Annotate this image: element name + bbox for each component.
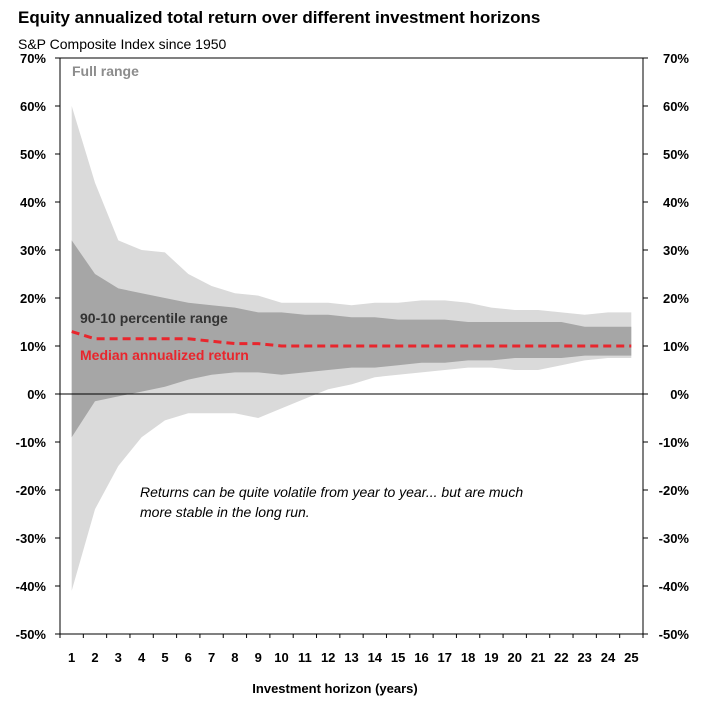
annotation-line-2: more stable in the long run. [140, 504, 310, 520]
x-tick-label: 24 [601, 650, 616, 665]
y-tick-label-left: 10% [20, 339, 46, 354]
x-tick-label: 3 [115, 650, 122, 665]
y-tick-label-right: -10% [659, 435, 690, 450]
x-tick-label: 21 [531, 650, 545, 665]
x-tick-label: 7 [208, 650, 215, 665]
y-tick-label-right: 40% [663, 195, 689, 210]
y-tick-label-right: 0% [670, 387, 689, 402]
y-tick-label-left: -30% [16, 531, 47, 546]
x-tick-label: 14 [368, 650, 383, 665]
y-tick-label-left: -20% [16, 483, 47, 498]
y-tick-label-right: 10% [663, 339, 689, 354]
percentile-range-band [71, 240, 632, 438]
y-tick-label-right: 30% [663, 243, 689, 258]
x-tick-label: 15 [391, 650, 405, 665]
y-tick-label-left: -50% [16, 627, 47, 642]
y-tick-label-right: 20% [663, 291, 689, 306]
y-tick-label-left: 50% [20, 147, 46, 162]
y-tick-label-left: -40% [16, 579, 47, 594]
y-tick-label-right: -40% [659, 579, 690, 594]
x-tick-label: 1 [68, 650, 75, 665]
chart-subtitle: S&P Composite Index since 1950 [18, 36, 227, 52]
x-tick-label: 8 [231, 650, 238, 665]
label-median: Median annualized return [80, 347, 249, 363]
x-tick-label: 12 [321, 650, 335, 665]
y-tick-label-right: -20% [659, 483, 690, 498]
x-tick-label: 22 [554, 650, 568, 665]
y-tick-label-left: -10% [16, 435, 47, 450]
y-tick-label-right: 60% [663, 99, 689, 114]
y-tick-label-left: 40% [20, 195, 46, 210]
y-tick-label-left: 20% [20, 291, 46, 306]
x-tick-label: 20 [508, 650, 522, 665]
y-tick-label-right: -30% [659, 531, 690, 546]
x-tick-label: 25 [624, 650, 638, 665]
y-tick-label-right: 70% [663, 51, 689, 66]
x-tick-label: 17 [438, 650, 452, 665]
y-tick-label-right: -50% [659, 627, 690, 642]
x-tick-label: 16 [414, 650, 428, 665]
chart-title: Equity annualized total return over diff… [18, 8, 541, 27]
x-tick-label: 2 [91, 650, 98, 665]
label-full-range: Full range [72, 63, 139, 79]
x-tick-label: 18 [461, 650, 475, 665]
x-tick-label: 13 [344, 650, 358, 665]
x-tick-label: 19 [484, 650, 498, 665]
x-tick-label: 9 [255, 650, 262, 665]
label-percentile-range: 90-10 percentile range [80, 310, 228, 326]
y-tick-label-left: 0% [27, 387, 46, 402]
x-tick-label: 6 [185, 650, 192, 665]
x-tick-label: 23 [577, 650, 591, 665]
x-tick-label: 4 [138, 650, 146, 665]
x-tick-label: 11 [298, 650, 312, 665]
y-tick-label-left: 70% [20, 51, 46, 66]
y-tick-label-left: 60% [20, 99, 46, 114]
x-tick-label: 5 [161, 650, 168, 665]
x-tick-label: 10 [274, 650, 288, 665]
y-tick-label-left: 30% [20, 243, 46, 258]
x-axis-label: Investment horizon (years) [252, 681, 417, 696]
median-line [71, 330, 632, 348]
annotation-line-1: Returns can be quite volatile from year … [140, 484, 523, 500]
y-tick-label-right: 50% [663, 147, 689, 162]
